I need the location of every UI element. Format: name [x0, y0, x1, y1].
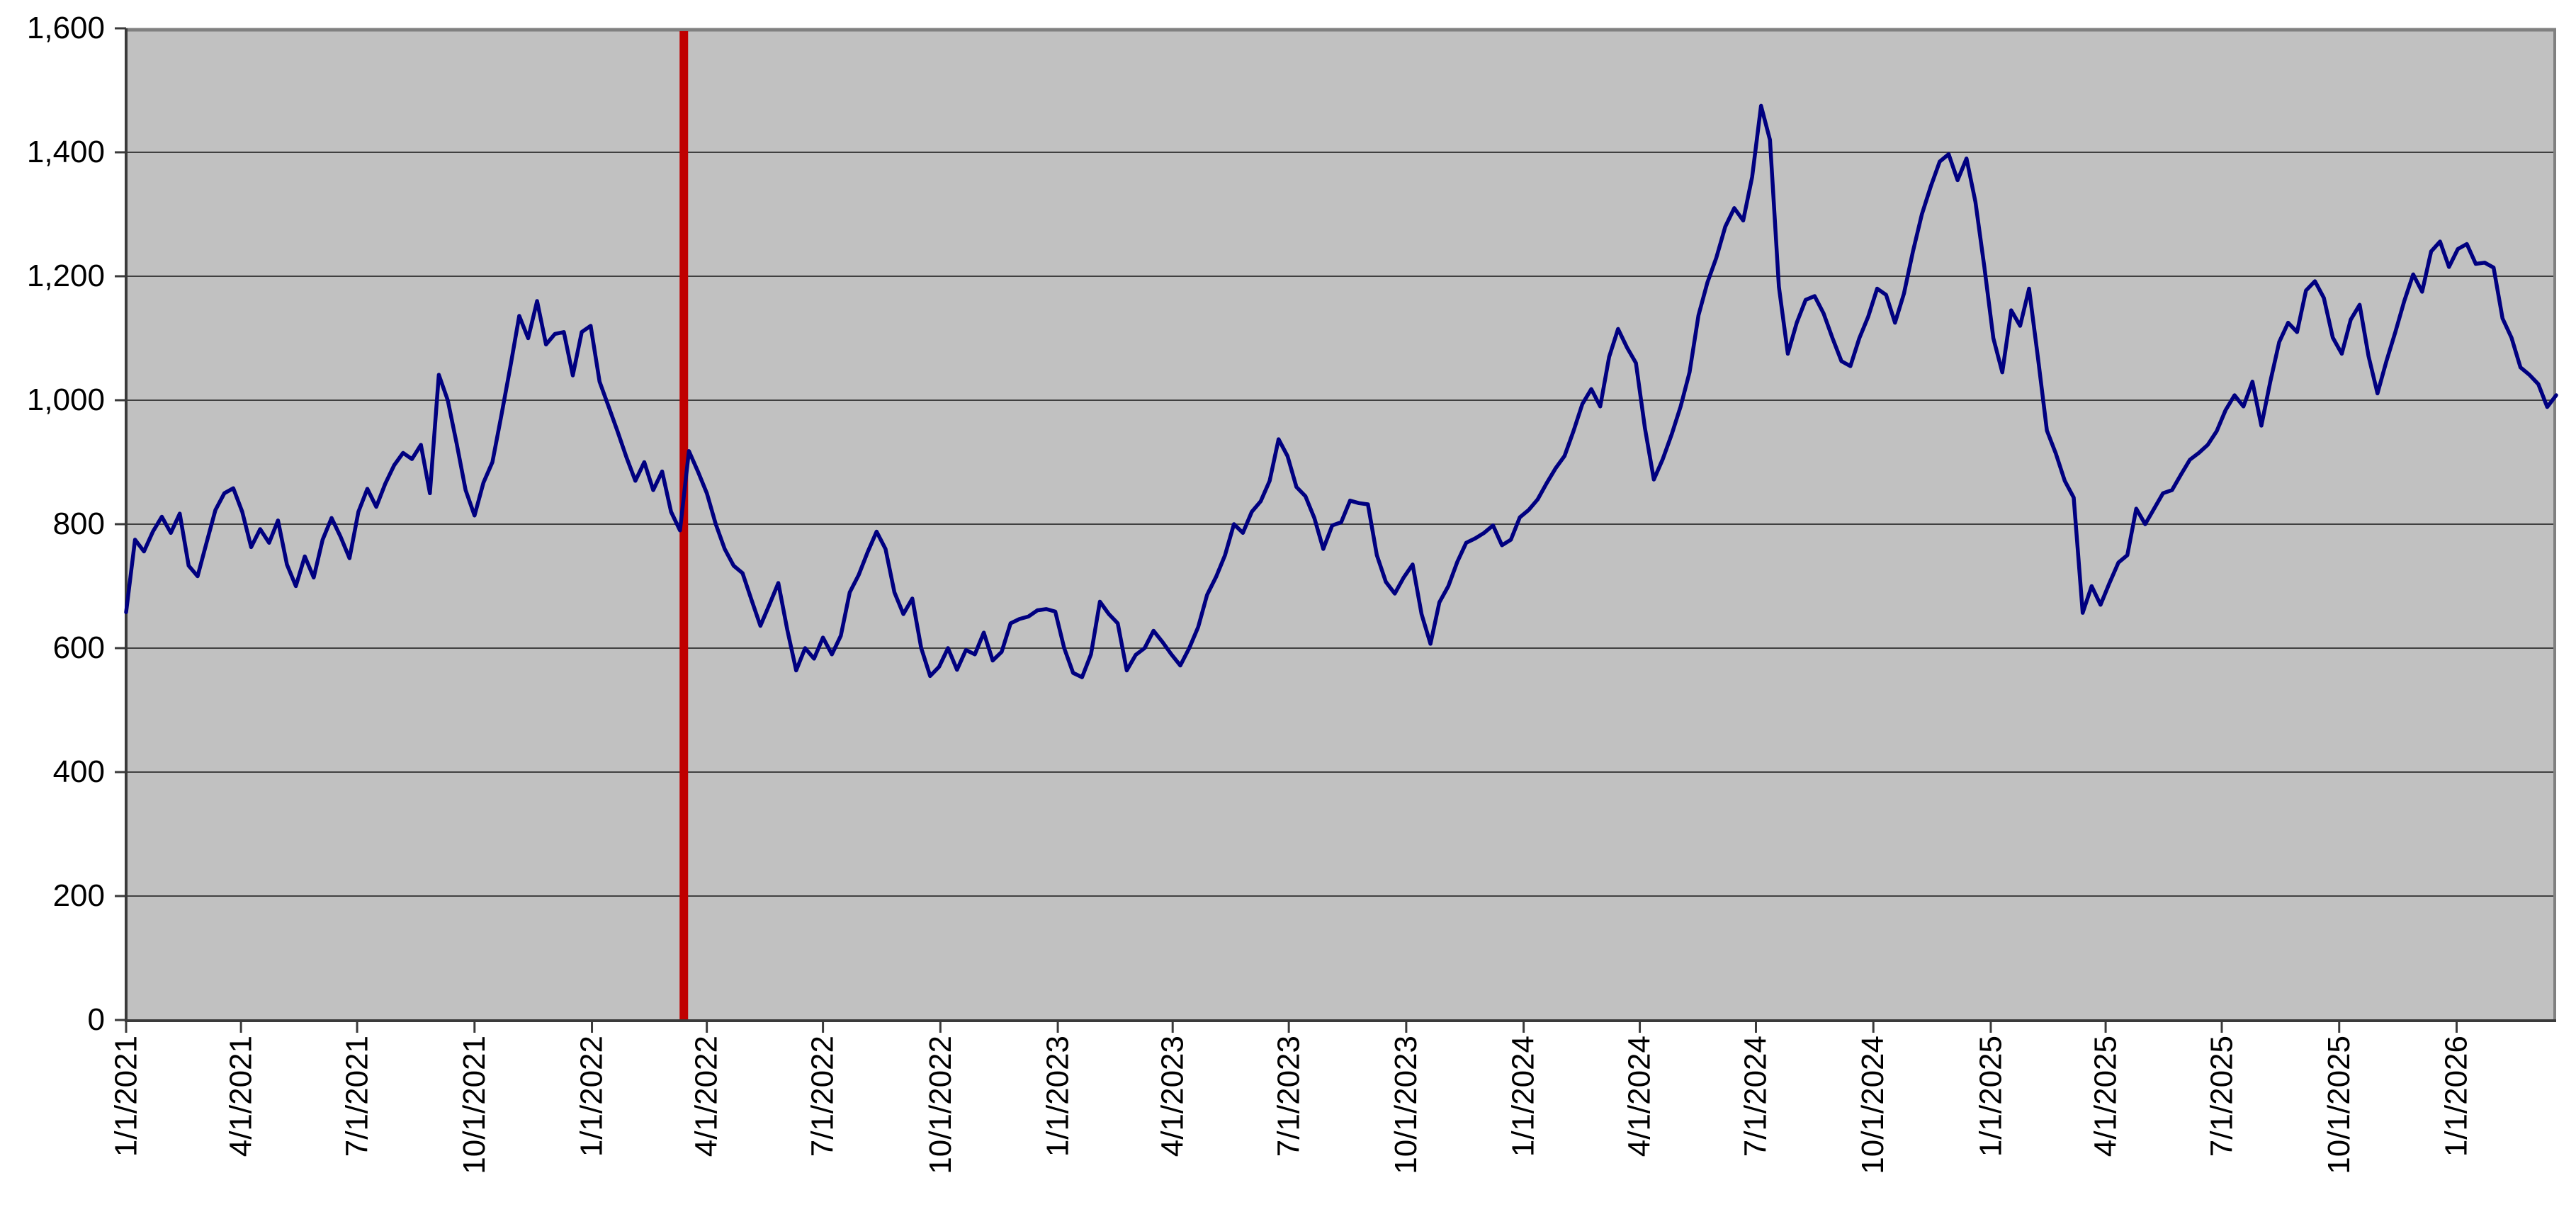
y-axis-label: 600 [52, 630, 105, 665]
x-axis-label: 4/1/2025 [2088, 1036, 2123, 1157]
x-axis-label: 4/1/2024 [1622, 1036, 1657, 1157]
y-axis-label: 200 [52, 878, 105, 913]
y-axis-label: 1,000 [26, 382, 105, 417]
x-axis-label: 4/1/2022 [689, 1036, 724, 1157]
x-axis-label: 10/1/2024 [1855, 1036, 1891, 1174]
x-axis-label: 1/1/2021 [108, 1036, 143, 1157]
x-axis-label: 10/1/2021 [456, 1036, 492, 1174]
x-axis-label: 1/1/2024 [1506, 1036, 1541, 1157]
x-axis-label: 4/1/2023 [1155, 1036, 1190, 1157]
x-axis-label: 7/1/2025 [2204, 1036, 2239, 1157]
price-line [124, 103, 2558, 679]
x-axis-label: 7/1/2021 [339, 1036, 375, 1157]
y-axis-label: 1,600 [26, 11, 105, 45]
x-axis-label: 10/1/2023 [1388, 1036, 1423, 1174]
x-axis-label: 10/1/2022 [922, 1036, 958, 1174]
y-axis-label: 0 [87, 1002, 105, 1037]
x-axis-label: 7/1/2022 [805, 1036, 840, 1157]
y-axis-label: 400 [52, 754, 105, 789]
x-axis-label: 1/1/2025 [1972, 1036, 2008, 1157]
x-axis-label: 7/1/2024 [1738, 1036, 1773, 1157]
x-axis-label: 1/1/2026 [2439, 1036, 2474, 1157]
x-axis-label: 4/1/2021 [223, 1036, 259, 1157]
x-axis-label: 1/1/2023 [1040, 1036, 1075, 1157]
x-axis-label: 1/1/2022 [574, 1036, 609, 1157]
y-axis-label: 800 [52, 506, 105, 541]
x-axis-label: 7/1/2023 [1271, 1036, 1306, 1157]
x-axis-label: 10/1/2025 [2321, 1036, 2356, 1174]
y-axis-label: 1,400 [26, 135, 105, 169]
y-axis-label: 1,200 [26, 259, 105, 293]
